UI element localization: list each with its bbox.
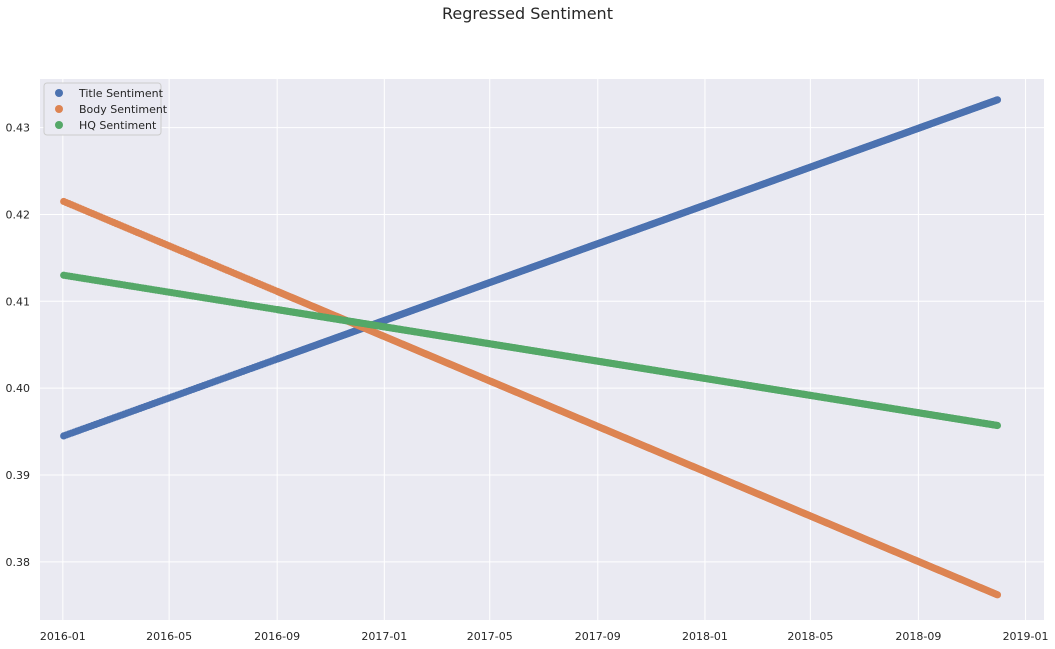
x-tick-label: 2016-01 xyxy=(40,630,86,643)
x-tick-label: 2018-05 xyxy=(787,630,833,643)
series-points xyxy=(60,96,1002,599)
series-3 xyxy=(60,271,1002,430)
legend: Title Sentiment Body Sentiment HQ Sentimen… xyxy=(43,82,168,136)
x-tick-label: 2016-09 xyxy=(254,630,300,643)
legend-label: Body Sentiment xyxy=(79,103,168,116)
x-tick-label: 2016-05 xyxy=(146,630,192,643)
legend-marker xyxy=(55,89,63,97)
x-tick-label: 2019-01 xyxy=(1003,630,1049,643)
y-tick-label: 0.43 xyxy=(6,122,31,135)
x-tick-label: 2017-05 xyxy=(467,630,513,643)
x-tick-label: 2018-09 xyxy=(895,630,941,643)
x-tick-label: 2017-09 xyxy=(575,630,621,643)
legend-label: Title Sentiment xyxy=(78,87,164,100)
x-tick-label: 2017-01 xyxy=(361,630,407,643)
y-tick-label: 0.40 xyxy=(6,382,31,395)
legend-box xyxy=(43,82,162,136)
legend-marker xyxy=(55,121,63,129)
y-tick-label: 0.41 xyxy=(6,295,31,308)
data-point xyxy=(993,421,1002,430)
y-tick-labels: 0.38 0.39 0.40 0.41 0.42 0.43 xyxy=(6,122,31,569)
legend-marker xyxy=(55,105,63,113)
y-tick-label: 0.39 xyxy=(6,469,31,482)
x-tick-labels: 2016-01 2016-05 2016-09 2017-01 2017-05 2017-… xyxy=(40,630,1049,643)
data-point xyxy=(993,591,1002,599)
legend-label: HQ Sentiment xyxy=(79,119,157,132)
chart-title: Regressed Sentiment xyxy=(442,4,613,23)
y-tick-label: 0.42 xyxy=(6,208,31,221)
y-tick-label: 0.38 xyxy=(6,556,31,569)
grid xyxy=(40,79,1044,620)
series-1 xyxy=(60,96,1002,440)
x-tick-label: 2018-01 xyxy=(682,630,728,643)
data-point xyxy=(993,96,1002,104)
